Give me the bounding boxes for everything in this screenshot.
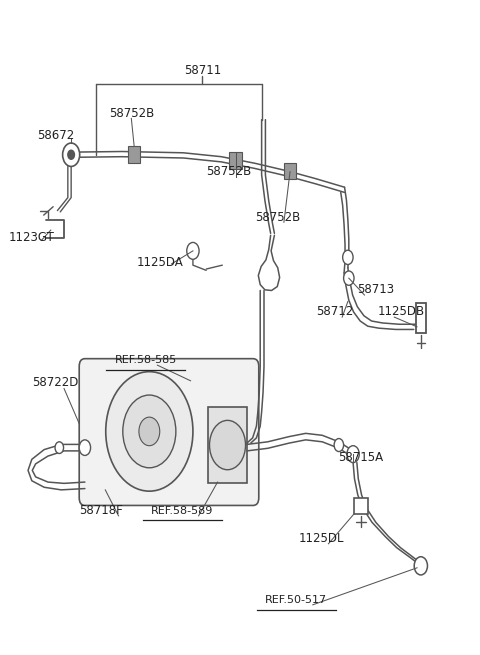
Text: REF.50-517: REF.50-517 — [265, 595, 327, 605]
Text: 58752B: 58752B — [206, 165, 251, 178]
Text: REF.58-585: REF.58-585 — [114, 355, 177, 365]
Circle shape — [187, 242, 199, 259]
Text: 1125DA: 1125DA — [136, 256, 183, 269]
Circle shape — [79, 440, 91, 455]
Circle shape — [347, 445, 359, 462]
Text: 58722D: 58722D — [32, 376, 79, 389]
Text: 58711: 58711 — [184, 64, 221, 77]
Circle shape — [106, 371, 193, 491]
Circle shape — [139, 417, 160, 445]
Circle shape — [68, 150, 74, 159]
Circle shape — [414, 557, 428, 575]
Text: 58713: 58713 — [357, 284, 394, 296]
Circle shape — [62, 143, 80, 166]
Text: 58712: 58712 — [316, 305, 354, 318]
Text: 58715A: 58715A — [338, 451, 384, 464]
Bar — [416, 303, 426, 333]
Text: 1125DB: 1125DB — [378, 305, 425, 318]
Text: 1125DL: 1125DL — [299, 532, 345, 545]
Bar — [284, 162, 296, 179]
Circle shape — [123, 395, 176, 468]
Bar — [208, 407, 247, 483]
Text: 58752B: 58752B — [108, 107, 154, 120]
Text: 58672: 58672 — [37, 130, 74, 142]
Bar — [229, 152, 242, 169]
Circle shape — [55, 442, 63, 453]
Bar — [354, 498, 368, 514]
Text: REF.58-589: REF.58-589 — [151, 506, 214, 515]
Text: 1123GT: 1123GT — [9, 231, 55, 244]
Circle shape — [334, 439, 344, 451]
Circle shape — [344, 271, 354, 286]
FancyBboxPatch shape — [79, 359, 259, 506]
Text: 58752B: 58752B — [255, 211, 301, 223]
Circle shape — [209, 421, 246, 470]
Text: 58718F: 58718F — [79, 504, 122, 517]
Circle shape — [343, 250, 353, 265]
Bar — [128, 146, 140, 163]
